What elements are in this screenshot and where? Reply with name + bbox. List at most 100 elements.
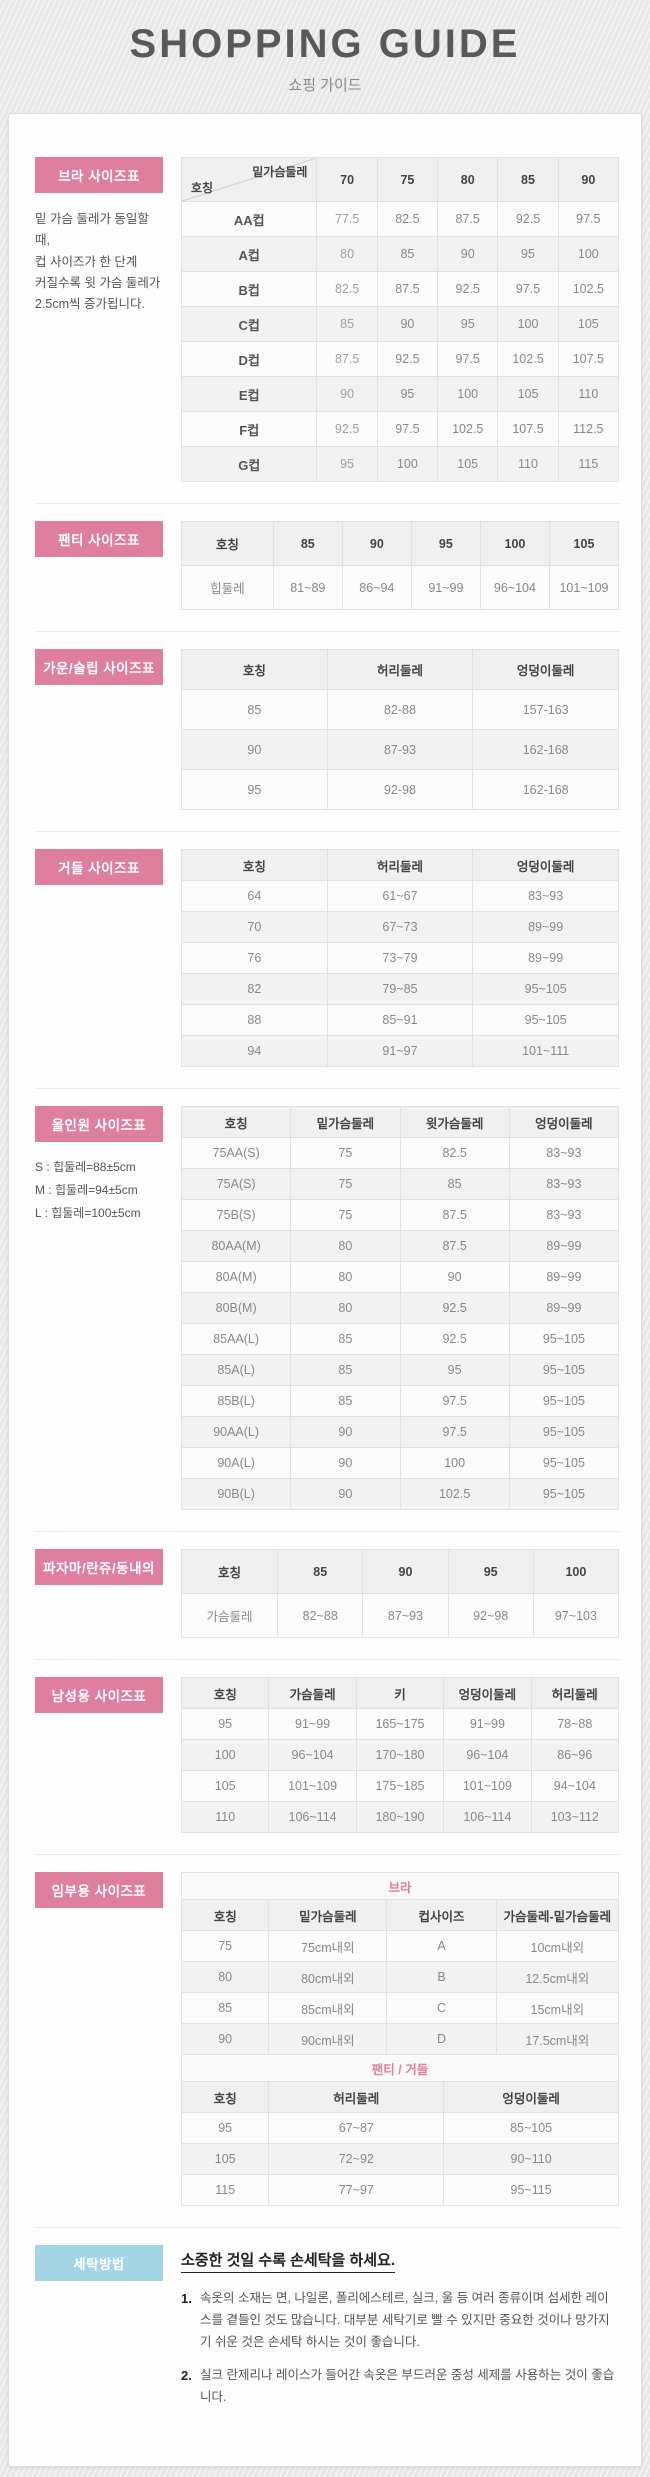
table-row: 75AA(S) 75 82.5 83~93	[180, 1137, 620, 1169]
table-header-cell: 105	[548, 521, 620, 566]
table-cell: 95	[437, 306, 499, 342]
section-label-gown-slip: 가운/슬립 사이즈표	[35, 649, 163, 685]
table-header-cell: 호칭	[180, 1677, 270, 1709]
table-cell: 95	[180, 1708, 270, 1740]
gown-slip-size-table: 호칭 허리둘레 엉덩이둘레 85 82-88 157-163 90 87-93 162-168…	[181, 649, 619, 810]
table-header-cell: 가슴둘레-밑가슴둘레	[495, 1899, 620, 1931]
mens-side-column: 남성용 사이즈표	[35, 1677, 181, 1833]
table-row: 80A(M) 80 90 89~99	[180, 1261, 620, 1293]
table-cell: 70	[181, 911, 328, 943]
table-header-cell: 호칭	[180, 1549, 279, 1594]
table-cell: 97.5	[399, 1385, 510, 1417]
table-row: 95 92-98 162-168	[181, 769, 619, 810]
table-cell: C	[386, 1992, 497, 2024]
table-cell: 162-168	[472, 769, 619, 810]
maternity-panty-subtitle: 팬티 / 거들	[181, 2054, 619, 2082]
table-cell: 75	[180, 1930, 270, 1962]
table-header-cell: 100	[479, 521, 550, 566]
table-header-cell: 호칭	[180, 2081, 270, 2113]
table-cell: 180~190	[355, 1801, 445, 1833]
table-cell: 83~93	[508, 1199, 620, 1231]
table-header-cell: 85	[272, 521, 343, 566]
table-cell: 100	[376, 446, 439, 482]
table-cell: 102.5	[399, 1478, 510, 1510]
table-cell: 97.5	[399, 1416, 510, 1448]
table-cell: 102.5	[557, 271, 620, 307]
gown-side-column: 가운/슬립 사이즈표	[35, 649, 181, 810]
table-row: 85A(L) 85 95 95~105	[180, 1354, 620, 1386]
table-cell: 87.5	[399, 1199, 510, 1231]
table-cell: 92.5	[316, 411, 378, 447]
table-header-cell: 컵사이즈	[386, 1899, 497, 1931]
table-cell: 115	[180, 2174, 270, 2206]
table-header-cell: 85	[497, 157, 559, 202]
table-cell: 78~88	[530, 1708, 620, 1740]
maternity-side-column: 임부용 사이즈표	[35, 1872, 181, 2206]
table-row: F컵 92.5 97.5 102.5 107.5 112.5	[180, 411, 620, 447]
table-cell: 97~103	[532, 1593, 620, 1638]
table-header-cell: 엉덩이둘레	[508, 1106, 620, 1138]
washing-item-text: 실크 란제리나 레이스가 들어간 속옷은 부드러운 중성 세제를 사용하는 것이…	[200, 2367, 615, 2404]
table-header-cell: 80	[437, 157, 499, 202]
maternity-panty-subtitle-row: 팬티 / 거들	[181, 2054, 619, 2082]
table-cell: 110	[180, 1801, 270, 1833]
table-cell: 105	[497, 376, 559, 412]
table-cell: 95~105	[472, 1004, 619, 1036]
table-header-cell: 90	[557, 157, 620, 202]
table-cell: 90	[376, 306, 439, 342]
table-cell: 79~85	[326, 973, 474, 1005]
table-header-cell: 호칭	[181, 849, 328, 881]
table-cell: 100	[497, 306, 559, 342]
table-cell: 90	[290, 1416, 401, 1448]
table-row: 115 77~97 95~115	[180, 2174, 619, 2206]
washing-item: 2. 실크 란제리나 레이스가 들어간 속옷은 부드러운 중성 세제를 사용하는…	[181, 2365, 619, 2409]
washing-item-text: 속옷의 소재는 면, 나일론, 폴리에스테르, 실크, 울 등 여러 종류이며 …	[200, 2291, 610, 2349]
table-cell: 85	[181, 689, 328, 730]
table-row: 110 106~114 180~190 106~114 103~112	[180, 1801, 620, 1833]
table-cell: 80	[290, 1261, 401, 1293]
table-cell: 88	[181, 1004, 328, 1036]
table-cell: 87-93	[326, 729, 474, 770]
table-cell: 82-88	[326, 689, 474, 730]
table-cell: 85	[180, 1992, 270, 2024]
table-cell: 75A(S)	[180, 1168, 292, 1200]
table-cell: 95~105	[508, 1323, 620, 1355]
table-cell: 83~93	[508, 1137, 620, 1169]
table-cell: 12.5cm내외	[495, 1961, 620, 1993]
table-cell: 100	[557, 236, 620, 272]
table-cell: 90cm내외	[268, 2023, 388, 2055]
gown-table-area: 호칭 허리둘레 엉덩이둘레 85 82-88 157-163 90 87-93 162-168…	[181, 649, 619, 810]
section-allinone-sizes: 올인원 사이즈표 S : 힙둘레=88±5cm M : 힙둘레=94±5cm L…	[35, 1088, 620, 1531]
table-cell: 85~105	[443, 2112, 619, 2144]
section-label-pajama: 파자마/란쥬/동내의	[35, 1549, 163, 1585]
table-cell: 91~99	[268, 1708, 357, 1740]
table-cell: 82.5	[376, 201, 439, 237]
bra-side-column: 브라 사이즈표 밑 가슴 둘레가 동일할 때, 컵 사이즈가 한 단계 커질수록…	[35, 157, 181, 482]
table-cell: 97.5	[557, 201, 620, 237]
table-cell: 95~105	[508, 1416, 620, 1448]
maternity-panty-girdle-table: 팬티 / 거들 호칭 허리둘레 엉덩이둘레 95 67~87 85~105 105 72~9…	[180, 2054, 619, 2206]
table-cell: 89~99	[508, 1292, 620, 1324]
table-cell: 106~114	[443, 1801, 532, 1833]
table-cell: 97.5	[376, 411, 439, 447]
allinone-note-m: M : 힙둘레=94±5cm	[35, 1183, 138, 1197]
table-cell: 82.5	[316, 271, 378, 307]
table-cell: 92~98	[447, 1593, 534, 1638]
table-cell: 101~109	[268, 1770, 357, 1802]
table-cell: 75cm내외	[268, 1930, 388, 1962]
table-header-cell: 70	[316, 157, 378, 202]
washing-item-number: 1.	[181, 2291, 192, 2306]
table-cell: 75	[290, 1137, 401, 1169]
table-cell: 95~105	[508, 1385, 620, 1417]
table-row: 호칭 허리둘레 엉덩이둘레	[181, 649, 619, 690]
table-cell: 95~115	[443, 2174, 619, 2206]
table-row: 94 91~97 101~111	[181, 1035, 619, 1067]
table-row: C컵 85 90 95 100 105	[180, 306, 620, 342]
table-cell: 95~105	[472, 973, 619, 1005]
table-cell: 80	[180, 1961, 270, 1993]
table-cell: 105	[180, 2143, 270, 2175]
maternity-bra-table: 브라 호칭 밑가슴둘레 컵사이즈 가슴둘레-밑가슴둘레 75 75cm내외 A 10cm내외…	[180, 1872, 620, 2055]
table-row: 80AA(M) 80 87.5 89~99	[180, 1230, 620, 1262]
table-cell: 64	[181, 880, 328, 912]
maternity-bra-subtitle: 브라	[181, 1872, 619, 1900]
